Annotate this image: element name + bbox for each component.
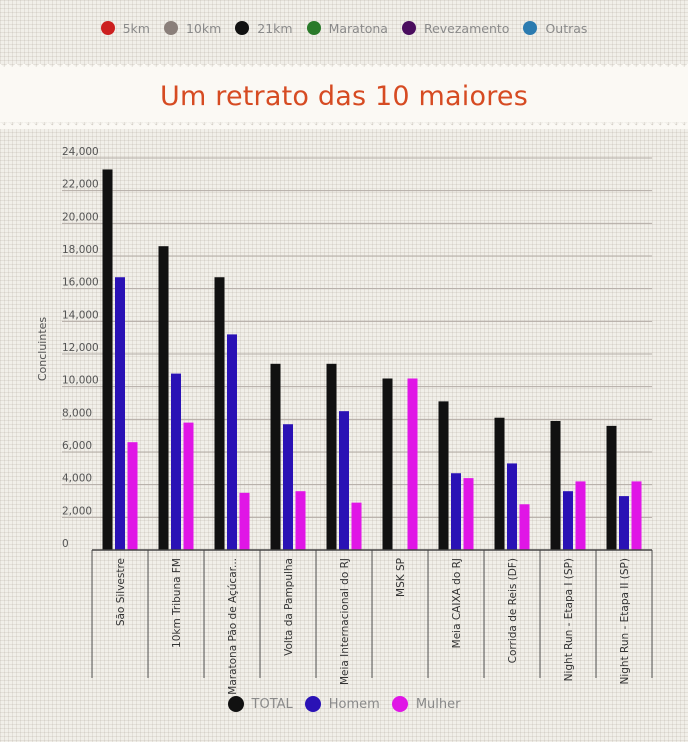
legend-dot-outras <box>523 21 538 35</box>
bar-mulher-sao-silvestre <box>127 442 138 550</box>
legend-label: 5km <box>122 20 150 36</box>
y-tick-label: 16,000 <box>62 277 99 289</box>
bar-homem-volta-da-pampulha <box>283 424 293 550</box>
bar-total-meia-caixa-do-rj <box>438 401 449 550</box>
bar-mulher-volta-da-pampulha <box>295 491 306 550</box>
bar-homem-sao-silvestre <box>115 277 125 550</box>
bar-homem-corrida-de-reis-df <box>507 463 517 550</box>
x-tick-label: Night Run - Etapa I (SP) <box>563 558 575 681</box>
series-legend: TOTAL Homem Mulher <box>0 692 688 716</box>
series-legend-label: Mulher <box>415 696 461 712</box>
y-axis-label: Concluintes <box>36 317 49 382</box>
y-tick-label: 0 <box>62 538 69 550</box>
bar-mulher-meia-caixa-do-rj <box>463 478 474 550</box>
legend-item-10km[interactable]: 10km <box>163 20 222 36</box>
series-legend-dot <box>391 696 408 712</box>
y-tick-label: 12,000 <box>62 342 99 354</box>
x-tick-label: Meia Internacional do RJ <box>339 558 351 685</box>
legend-label: Revezamento <box>423 20 510 36</box>
top-legend: 5km 10km 21km Maratona Revezamento Outras <box>0 16 688 40</box>
series-legend-label: Homem <box>328 696 380 712</box>
bar-mulher-corrida-de-reis-df <box>519 504 530 550</box>
x-tick-label: Volta da Pampulha <box>283 558 295 656</box>
legend-item-revezamento[interactable]: Revezamento <box>401 20 510 36</box>
x-tick-label: MSK SP <box>395 558 407 597</box>
bar-homem-meia-caixa-do-rj <box>451 473 461 550</box>
legend-label: Outras <box>545 20 588 36</box>
y-tick-label: 4,000 <box>62 473 92 485</box>
bar-total-meia-internacional-do-rj <box>326 363 337 550</box>
series-legend-dot <box>227 696 244 712</box>
x-tick-label: Corrida de Reis (DF) <box>507 558 519 663</box>
bar-total-corrida-de-reis-df <box>494 417 505 550</box>
legend-item-maratona[interactable]: Maratona <box>306 20 388 36</box>
bar-total-maratona-pao-de-acucar <box>214 277 225 550</box>
legend-label: Maratona <box>328 20 388 36</box>
y-tick-label: 10,000 <box>62 375 99 387</box>
series-legend-homem[interactable]: Homem <box>304 696 380 712</box>
legend-item-21km[interactable]: 21km <box>235 20 293 36</box>
y-tick-label: 20,000 <box>62 211 99 223</box>
y-tick-label: 22,000 <box>62 179 99 191</box>
title-banner: Um retrato das 10 maiores <box>0 70 688 122</box>
bar-homem-maratona-pao-de-acucar <box>227 334 237 550</box>
banner-top-edge <box>0 64 688 71</box>
legend-label: 10km <box>185 20 222 36</box>
x-tick-label: 10km Tribuna FM <box>171 558 183 648</box>
series-legend-mulher[interactable]: Mulher <box>391 696 461 712</box>
series-legend-total[interactable]: TOTAL <box>227 696 293 712</box>
bar-homem-night-run-etapa-ii-sp <box>619 496 629 550</box>
y-tick-label: 14,000 <box>62 309 99 321</box>
bar-total-volta-da-pampulha <box>270 363 281 550</box>
legend-dot-maratona <box>306 21 321 35</box>
y-tick-label: 8,000 <box>62 407 92 419</box>
x-tick-label: São Silvestre <box>115 558 127 626</box>
legend-dot-21km <box>235 21 250 35</box>
bar-total-night-run-etapa-ii-sp <box>606 425 617 550</box>
bar-homem-night-run-etapa-i-sp <box>563 491 573 550</box>
x-tick-label: Maratona Pão de Açúcar... <box>227 558 239 695</box>
bar-total-msk-sp <box>382 378 393 550</box>
bar-mulher-meia-internacional-do-rj <box>351 502 362 550</box>
chart-title: Um retrato das 10 maiores <box>159 80 528 112</box>
legend-item-outras[interactable]: Outras <box>523 21 587 36</box>
bar-homem-10km-tribuna-fm <box>171 373 181 550</box>
legend-dot-revezamento <box>401 21 416 35</box>
legend-item-5km[interactable]: 5km <box>100 20 150 36</box>
legend-dot-10km <box>163 21 178 35</box>
series-legend-dot <box>304 696 321 712</box>
bar-homem-meia-internacional-do-rj <box>339 411 349 550</box>
y-tick-label: 24,000 <box>62 146 99 158</box>
legend-dot-5km <box>100 21 115 35</box>
bar-total-night-run-etapa-i-sp <box>550 420 561 550</box>
bar-mulher-10km-tribuna-fm <box>183 422 194 550</box>
x-tick-label: Meia CAIXA do RJ <box>451 558 463 648</box>
bar-total-sao-silvestre <box>102 169 113 550</box>
bar-mulher-msk-sp <box>407 378 418 550</box>
y-tick-label: 6,000 <box>62 440 92 452</box>
legend-label: 21km <box>257 20 293 36</box>
bar-mulher-maratona-pao-de-acucar <box>239 492 250 550</box>
series-legend-label: TOTAL <box>251 696 293 712</box>
bar-mulher-night-run-etapa-ii-sp <box>631 481 642 550</box>
x-tick-label: Night Run - Etapa II (SP) <box>619 558 631 685</box>
bar-mulher-night-run-etapa-i-sp <box>575 481 586 550</box>
y-tick-label: 2,000 <box>62 505 92 517</box>
y-tick-label: 18,000 <box>62 244 99 256</box>
bar-total-10km-tribuna-fm <box>158 246 169 550</box>
